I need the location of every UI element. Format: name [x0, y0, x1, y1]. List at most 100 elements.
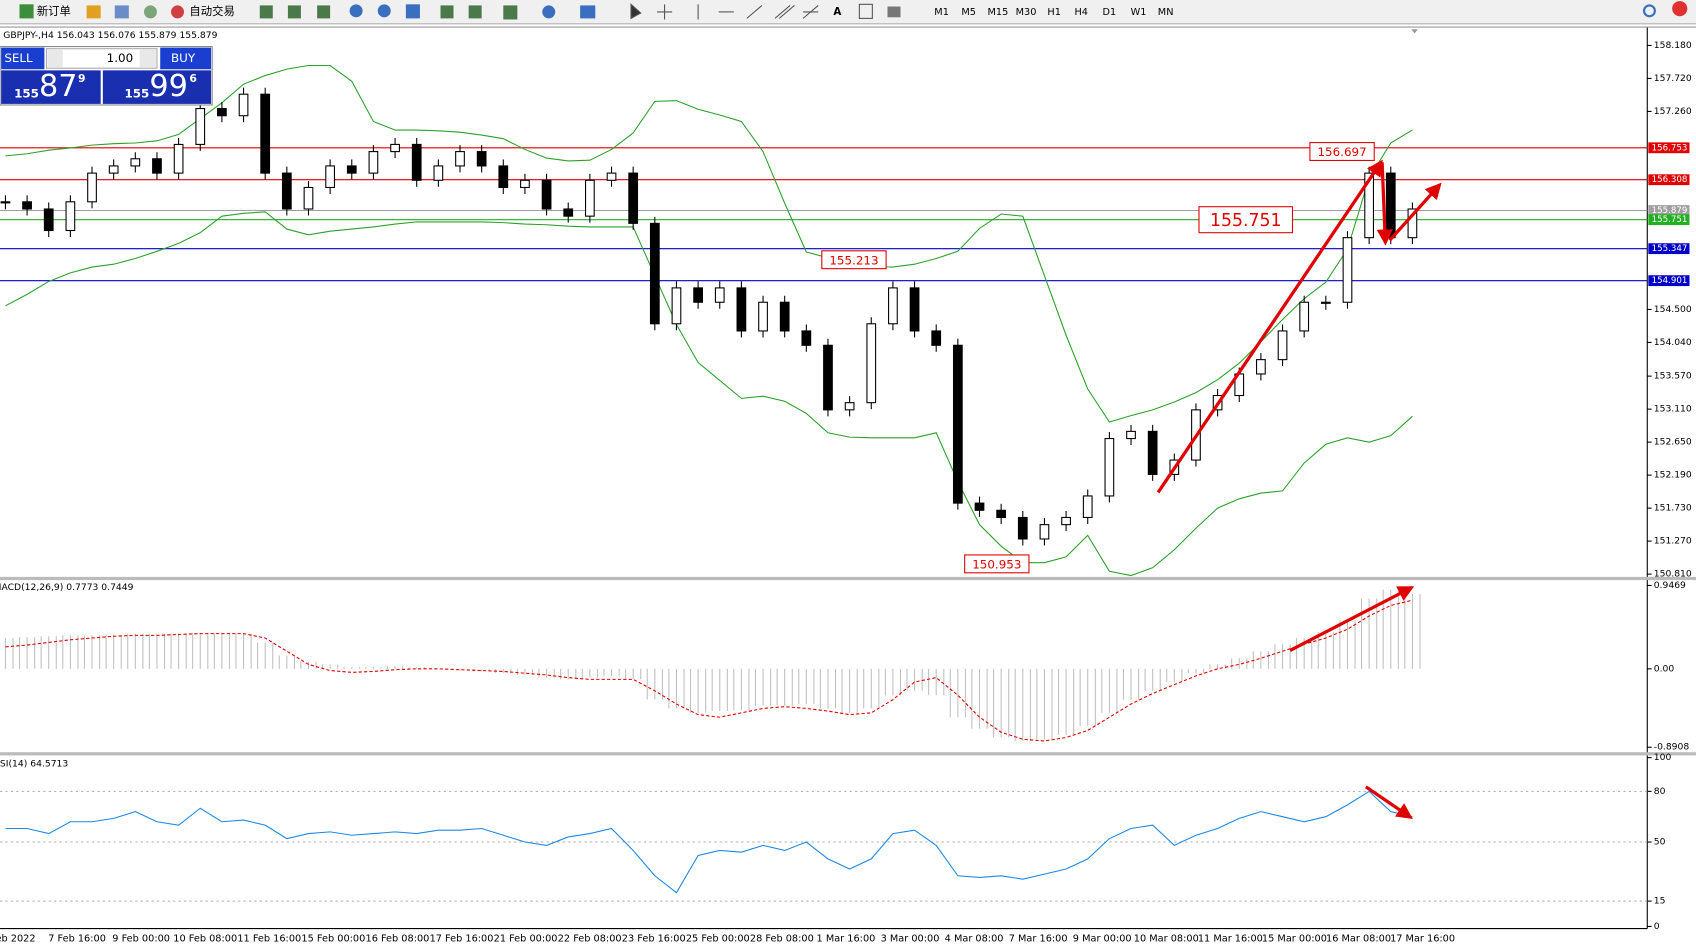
fibo-tool[interactable] — [802, 5, 819, 19]
search[interactable] — [1642, 4, 1656, 18]
annotation-box — [1198, 206, 1294, 234]
candle — [693, 287, 703, 303]
candle — [1385, 172, 1396, 239]
candle — [65, 201, 76, 232]
timeframe-button[interactable]: W1 — [1131, 7, 1147, 18]
candle — [108, 165, 119, 174]
icon[interactable] — [114, 5, 129, 19]
x-tick-label: 16 Mar 08:00 — [1326, 933, 1391, 944]
buy-label[interactable]: BUY — [171, 51, 196, 65]
annotation: 156.697 — [1317, 145, 1366, 159]
candle — [433, 165, 444, 181]
icon[interactable] — [143, 5, 157, 19]
price-tag-label: 155.751 — [1652, 215, 1688, 225]
auto-trading-icon[interactable] — [171, 5, 185, 19]
new-order-icon[interactable] — [19, 4, 34, 19]
macd-signal — [5, 599, 1413, 742]
crosshair-tool[interactable] — [656, 4, 673, 20]
price-tag-label: 155.879 — [1652, 206, 1688, 216]
sell-big: 155 — [14, 87, 39, 101]
candle — [866, 323, 877, 404]
channel-tool[interactable] — [774, 5, 795, 19]
annotation: 155.213 — [829, 253, 878, 267]
icon[interactable] — [468, 5, 482, 19]
buy-fraction: 6 — [189, 72, 197, 85]
candle — [1320, 301, 1331, 304]
new-order-button[interactable]: 新订单 — [37, 4, 71, 18]
auto-trading-button[interactable]: 自动交易 — [189, 4, 234, 18]
timeframe-button[interactable]: M1 — [934, 7, 949, 18]
arrows-tool[interactable] — [887, 6, 901, 18]
sell-button[interactable] — [1, 47, 45, 70]
timeframe-button[interactable]: H1 — [1047, 7, 1061, 18]
y-tick-label: 50 — [1654, 837, 1666, 848]
candle — [520, 179, 530, 189]
rsi-line — [5, 790, 1413, 894]
candle — [1126, 430, 1136, 440]
candle — [498, 165, 509, 189]
lot-value[interactable]: 1.00 — [107, 51, 133, 65]
timeframe-button[interactable]: H4 — [1074, 7, 1088, 18]
icon[interactable] — [86, 5, 101, 19]
candle — [931, 330, 942, 346]
zoom-in[interactable] — [349, 4, 363, 18]
indicator-title: MACD(12,26,9) 0.7773 0.7449 — [0, 582, 134, 593]
candle — [1104, 438, 1115, 497]
candle — [736, 287, 747, 332]
timeframe-button[interactable]: D1 — [1103, 7, 1117, 18]
timeframe-button[interactable]: M5 — [961, 7, 976, 18]
candle — [368, 151, 379, 174]
candle — [217, 108, 227, 117]
candle — [974, 502, 985, 511]
timeframe-button[interactable]: M15 — [987, 7, 1008, 18]
arrow — [1376, 162, 1393, 246]
icon[interactable] — [440, 5, 454, 19]
candle — [823, 344, 833, 411]
candle — [1342, 237, 1353, 303]
sell-pips: 87 — [39, 69, 78, 104]
x-tick-label: 7 Mar 16:00 — [1009, 933, 1068, 944]
sell-label[interactable]: SELL — [4, 51, 33, 65]
buy-button[interactable] — [160, 47, 212, 70]
candle — [909, 287, 920, 332]
zoom-out[interactable] — [377, 4, 391, 18]
y-tick-label: 151.270 — [1654, 536, 1692, 547]
icon[interactable] — [317, 5, 331, 19]
y-tick-label: 152.650 — [1654, 437, 1692, 448]
text-tool[interactable]: A — [833, 6, 841, 18]
y-tick-label: 0.00 — [1654, 663, 1675, 674]
lot-input[interactable] — [46, 48, 158, 69]
x-tick-label: 11 Mar 16:00 — [1198, 933, 1263, 944]
drawn-arrows — [1156, 159, 1442, 819]
timeframe-button[interactable]: M30 — [1016, 7, 1037, 18]
y-tick-label: 0 — [1654, 921, 1660, 932]
lot-up[interactable] — [139, 49, 156, 68]
indicators[interactable] — [503, 5, 518, 20]
y-tick-label: 154.500 — [1654, 304, 1692, 315]
timeframe-button[interactable]: MN — [1158, 7, 1174, 18]
templates[interactable] — [580, 5, 596, 19]
candle — [411, 143, 422, 181]
sell-price[interactable] — [1, 70, 101, 104]
y-tick-label: 153.110 — [1654, 404, 1692, 415]
annotation: 150.953 — [972, 557, 1021, 571]
notifications[interactable] — [1672, 1, 1688, 17]
tile[interactable] — [405, 4, 420, 19]
x-tick-label: 9 Mar 00:00 — [1073, 933, 1132, 944]
trendline-tool[interactable] — [746, 5, 763, 19]
x-tick-label: 17 Mar 16:00 — [1390, 933, 1455, 944]
icon[interactable] — [287, 5, 301, 19]
label-tool[interactable] — [858, 3, 873, 19]
candle — [390, 143, 400, 153]
buy-price[interactable] — [102, 70, 212, 104]
lot-down[interactable] — [47, 49, 63, 68]
candle — [303, 186, 314, 210]
draw-tools — [630, 3, 819, 20]
periods[interactable] — [542, 5, 556, 19]
annotation-box — [964, 554, 1030, 574]
arrow — [1156, 159, 1383, 494]
x-tick-label: 7 Feb 16:00 — [48, 933, 106, 944]
x-tick-label: 15 Feb 00:00 — [301, 933, 365, 944]
cursor-tool[interactable] — [630, 3, 642, 20]
icon[interactable] — [259, 5, 273, 19]
